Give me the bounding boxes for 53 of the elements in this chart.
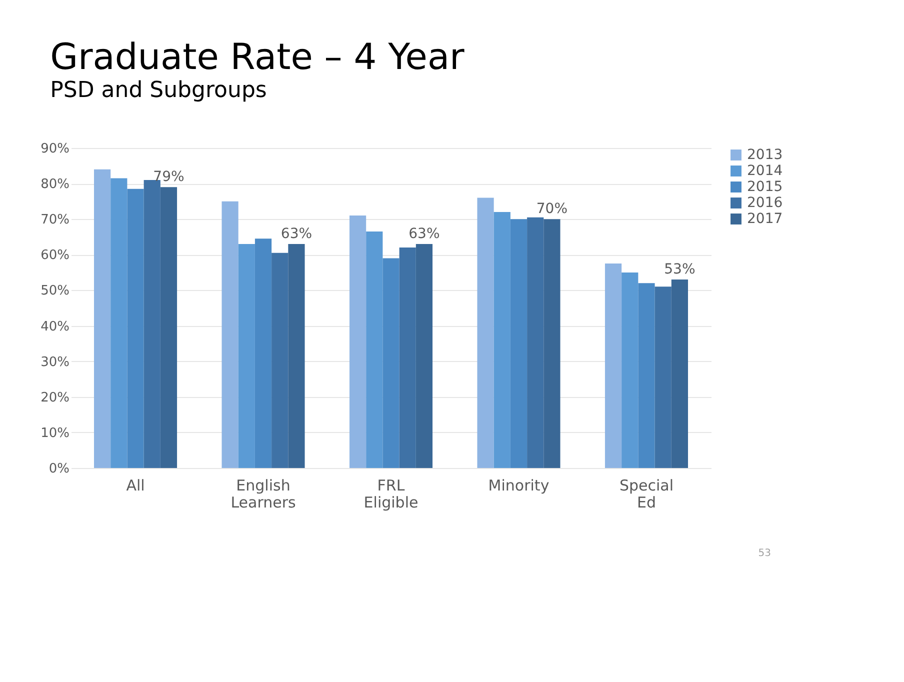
legend-label: 2017 <box>747 211 783 227</box>
bar <box>494 212 510 468</box>
y-tick-label: 20% <box>40 390 70 406</box>
bar <box>366 232 383 468</box>
data-label: 79% <box>153 169 184 186</box>
data-label: 53% <box>664 262 696 278</box>
bar <box>527 217 544 468</box>
bar <box>144 180 160 468</box>
bar <box>638 283 655 468</box>
bar <box>127 188 144 468</box>
bar <box>349 216 366 468</box>
x-tick-label: Special Ed <box>619 476 674 512</box>
y-tick-label: 0% <box>48 462 70 476</box>
bar <box>399 248 416 468</box>
bar <box>288 244 305 468</box>
legend-label: 2015 <box>747 179 783 195</box>
y-tick-label: 10% <box>40 426 70 441</box>
x-tick-label: FRL Eligible <box>364 476 418 512</box>
bar <box>110 178 128 468</box>
legend-label: 2013 <box>747 147 783 163</box>
x-tick-label: Minority <box>488 476 550 494</box>
x-tick-label: English Learners <box>230 476 296 512</box>
bar <box>654 286 672 468</box>
legend-label: 2014 <box>747 163 783 179</box>
y-tick-label: 70% <box>40 212 70 228</box>
bar <box>477 198 494 468</box>
data-label: 63% <box>408 226 440 242</box>
bar <box>604 264 622 468</box>
y-tick-label: 50% <box>40 284 70 299</box>
bar <box>544 219 560 468</box>
bar <box>94 169 111 468</box>
bar <box>222 201 238 468</box>
chart-title: Graduate Rate – 4 Year <box>50 37 464 78</box>
legend-label: 2016 <box>747 195 783 211</box>
bar <box>382 258 400 468</box>
y-tick-label: 90% <box>40 142 70 156</box>
bar <box>671 280 688 468</box>
data-label: 63% <box>280 226 312 242</box>
bar <box>272 252 288 468</box>
bar <box>416 244 433 468</box>
bar <box>254 238 272 468</box>
y-tick-label: 60% <box>40 248 70 264</box>
y-tick-label: 40% <box>40 319 70 334</box>
bar <box>622 272 638 468</box>
bar <box>160 187 178 468</box>
bar <box>238 244 255 468</box>
bar <box>510 219 528 468</box>
text: 53 <box>758 548 771 559</box>
chart-subtitle: PSD and Subgroups <box>50 78 267 103</box>
x-tick-label: All <box>126 476 145 494</box>
y-tick-label: 30% <box>40 354 70 370</box>
y-tick-label: 80% <box>40 177 70 192</box>
data-label: 70% <box>536 201 568 218</box>
